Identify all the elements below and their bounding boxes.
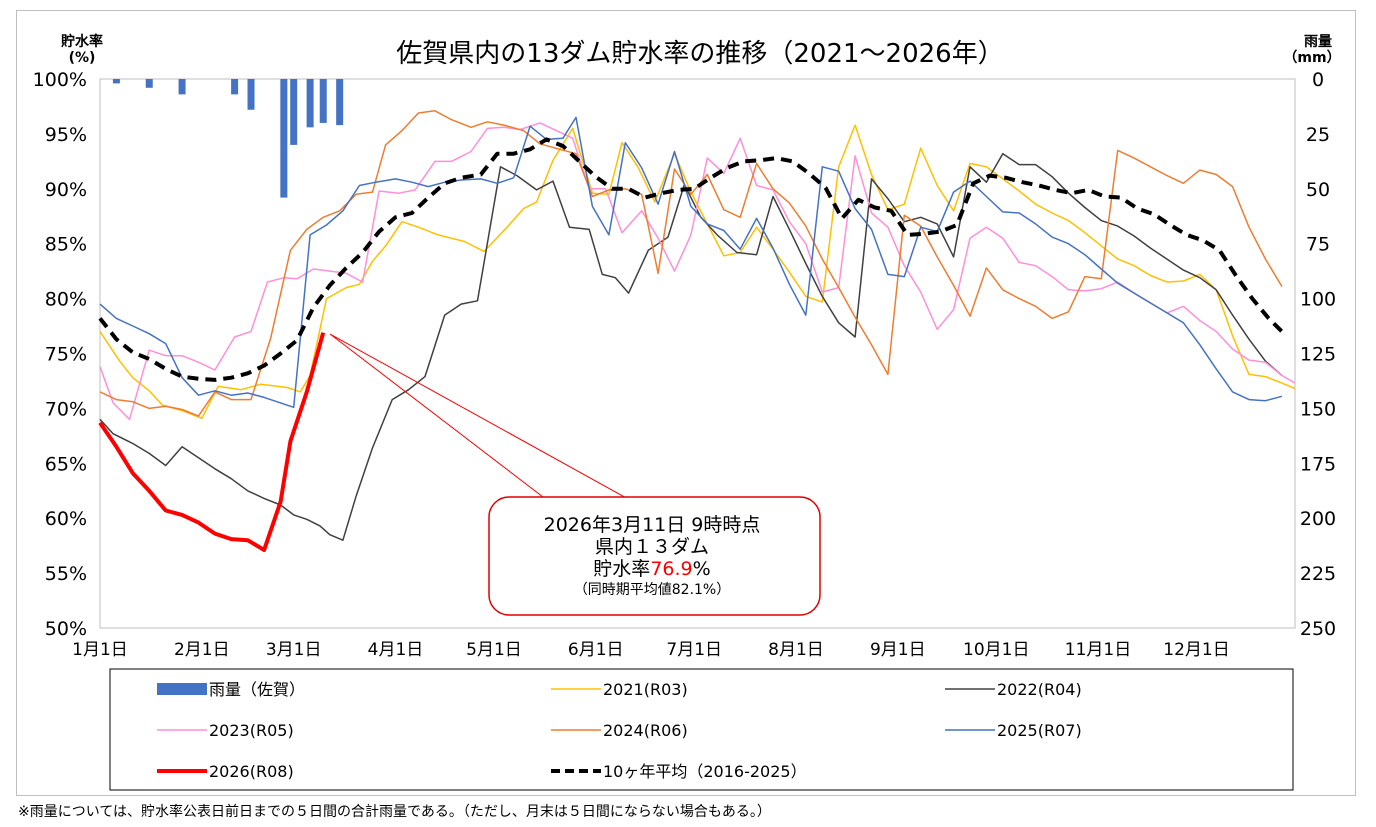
x-tick-label: 12月1日 [1163, 640, 1229, 660]
x-tick-label: 6月1日 [568, 640, 624, 660]
y-tick-label-right: 225 [1300, 563, 1336, 585]
y-tick-label-left: 80% [45, 289, 87, 311]
plot-area [99, 78, 1296, 629]
series-line-1 [99, 152, 1283, 541]
y-tick-label-right: 100 [1300, 289, 1336, 311]
rain-bar [247, 79, 255, 110]
rain-bar [319, 79, 327, 123]
rain-bar [336, 79, 344, 126]
rain-bars [112, 79, 344, 198]
y-tick-label-left: 55% [45, 563, 87, 585]
y-tick-label-left: 90% [45, 179, 87, 201]
x-tick-label: 9月1日 [870, 640, 926, 660]
legend-label: 2024(R06) [603, 721, 688, 740]
right-axis-label-line2: （mm） [1283, 50, 1340, 66]
right-tick-labels: 0 25 50 75 100 125 150 175 200 225 250 [1300, 69, 1336, 640]
annotation-line1: 2026年3月11日 9時時点 [544, 514, 761, 536]
y-tick-label-left: 85% [45, 234, 87, 256]
right-axis-label-line1: 雨量 [1304, 34, 1332, 50]
legend-label: 2022(R04) [997, 680, 1082, 699]
rain-bar [178, 79, 186, 95]
annotation-pointer [329, 333, 631, 501]
legend: 雨量（佐賀） 2021(R03) 2022(R04) 2023(R05) 2024(R0… [109, 668, 1294, 791]
x-tick-label: 3月1日 [266, 640, 322, 660]
legend-label: 2026(R08) [209, 762, 294, 781]
x-tick-label: 7月1日 [666, 640, 722, 660]
y-tick-label-left: 70% [45, 398, 87, 420]
legend-label: 雨量（佐賀） [209, 680, 305, 699]
y-tick-label-right: 125 [1300, 344, 1336, 366]
series-line-0 [99, 124, 1296, 420]
series-line-6 [98, 137, 1284, 382]
legend-label: 2023(R05) [209, 721, 294, 740]
y-tick-label-left: 100% [33, 69, 87, 91]
annotation-line3-label: 貯水率 [593, 558, 650, 580]
x-tick-label: 5月1日 [466, 640, 522, 660]
legend-swatch-rain [157, 683, 207, 695]
x-tick-labels: 1月1日 2月1日 3月1日 4月1日 5月1日 6月1日 7月1日 8月1日 9月1日 10月1… [72, 640, 1230, 660]
rain-bar [290, 79, 298, 145]
series-line-3 [99, 110, 1283, 417]
chart-frame [16, 10, 1356, 796]
series-line-5 [98, 332, 326, 552]
footnote: ※雨量については、貯水率公表日前日までの５日間の合計雨量である。（ただし、月末は… [18, 804, 771, 820]
rain-bar [231, 79, 239, 95]
y-tick-label-left: 75% [45, 344, 87, 366]
annotation-line3-unit: % [693, 558, 711, 580]
legend-label: 10ヶ年平均（2016-2025） [603, 762, 807, 781]
legend-label: 2025(R07) [997, 721, 1082, 740]
series-line-4 [99, 116, 1283, 409]
x-tick-label: 4月1日 [368, 640, 424, 660]
annotation-line4: （同時期平均値82.1%） [574, 582, 730, 598]
annotation-line2: 県内１３ダム [595, 536, 709, 558]
x-tick-label: 1月1日 [72, 640, 128, 660]
y-tick-label-right: 250 [1300, 618, 1336, 640]
left-axis-label-line1: 貯水率 [61, 33, 103, 50]
y-tick-label-right: 25 [1306, 124, 1330, 146]
series-line-2 [99, 122, 1296, 421]
y-tick-label-right: 75 [1306, 234, 1330, 256]
y-tick-label-right: 150 [1300, 398, 1336, 420]
annotation-box [488, 496, 821, 616]
x-tick-label: 11月1日 [1065, 640, 1131, 660]
left-axis-label-line2: (%) [69, 50, 96, 66]
legend-label: 2021(R03) [603, 680, 688, 699]
y-tick-label-left: 95% [45, 124, 87, 146]
chart-title: 佐賀県内の13ダム貯水率の推移（2021～2026年） [396, 39, 1003, 69]
legend-frame [109, 668, 1294, 791]
y-tick-label-right: 175 [1300, 453, 1336, 475]
rain-bar [280, 79, 288, 198]
rain-bar [145, 79, 153, 88]
chart: 佐賀県内の13ダム貯水率の推移（2021～2026年） 貯水率 (%) 雨量 （… [33, 33, 1341, 791]
rain-bar [306, 79, 314, 128]
y-tick-label-left: 65% [45, 453, 87, 475]
series-lines [98, 110, 1296, 552]
annotation-callout: 2026年3月11日 9時時点 県内１３ダム 貯水率76.9% （同時期平均値8… [329, 333, 821, 616]
x-tick-label: 10月1日 [963, 640, 1029, 660]
left-tick-labels: 50% 55% 60% 65% 70% 75% 80% 85% 90% 95% 100% [33, 69, 87, 640]
x-tick-label: 8月1日 [768, 640, 824, 660]
rain-bar [112, 79, 120, 84]
y-tick-label-right: 0 [1312, 69, 1324, 91]
y-tick-label-left: 50% [45, 618, 87, 640]
annotation-value: 76.9 [650, 558, 692, 580]
plot-frame [99, 78, 1296, 629]
y-tick-label-right: 50 [1306, 179, 1330, 201]
y-tick-label-left: 60% [45, 508, 87, 530]
y-tick-label-right: 200 [1300, 508, 1336, 530]
x-tick-label: 2月1日 [174, 640, 230, 660]
annotation-line3: 貯水率76.9% [593, 558, 710, 580]
